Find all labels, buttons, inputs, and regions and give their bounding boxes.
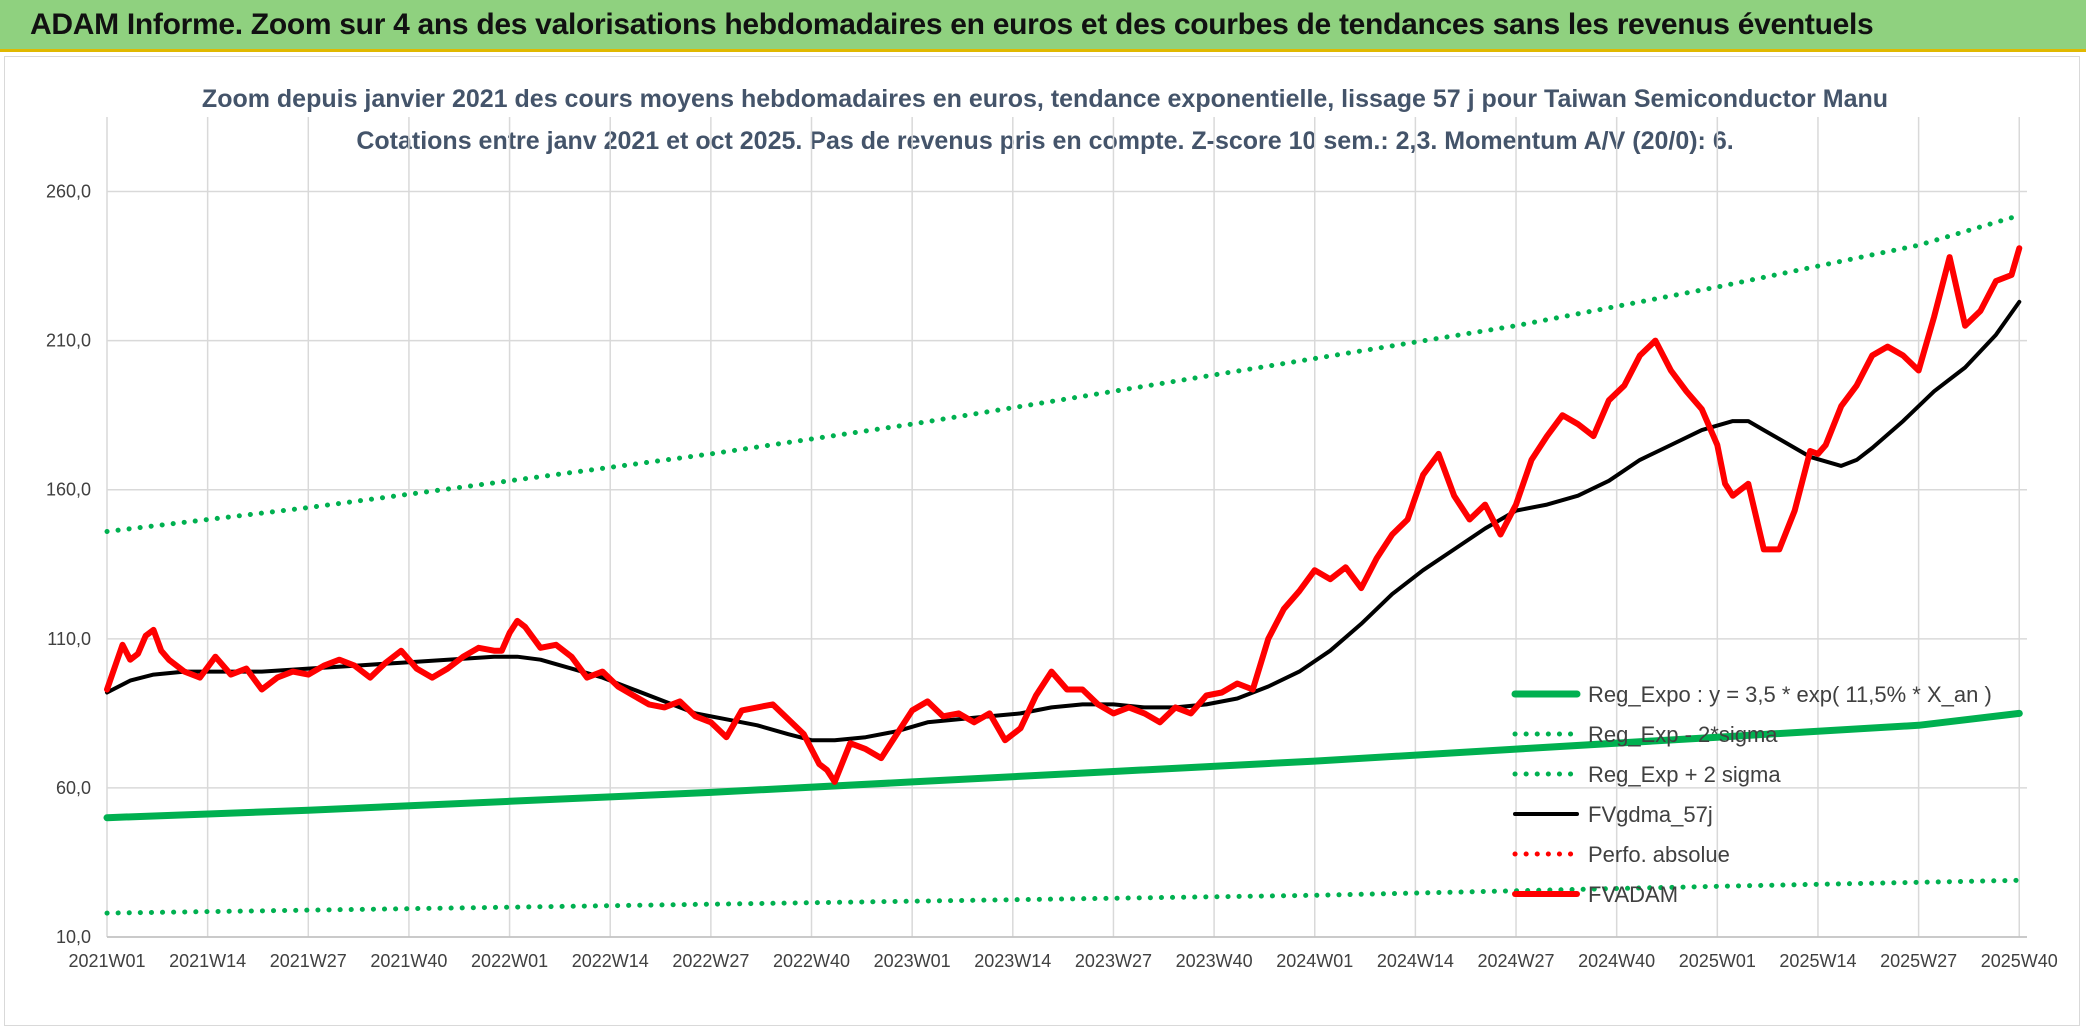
legend-label: Reg_Exp - 2*sigma xyxy=(1588,722,1778,747)
fvgdma-57j-line xyxy=(105,299,2022,743)
x-tick-label: 2021W27 xyxy=(270,951,347,971)
x-tick-label: 2023W01 xyxy=(874,951,951,971)
x-tick-label: 2022W14 xyxy=(572,951,649,971)
y-tick-label: 210,0 xyxy=(46,331,91,351)
y-tick-label: 260,0 xyxy=(46,182,91,202)
y-tick-label: 10,0 xyxy=(56,927,91,947)
reg-expo-line xyxy=(103,709,2023,822)
x-tick-label: 2025W14 xyxy=(1779,951,1856,971)
chart-frame: Zoom depuis janvier 2021 des cours moyen… xyxy=(4,56,2080,1026)
reg-exp-plus-2sigma-line xyxy=(104,212,2022,534)
report-banner: ADAM Informe. Zoom sur 4 ans des valoris… xyxy=(0,0,2086,52)
x-tick-label: 2024W40 xyxy=(1578,951,1655,971)
legend-label: FVgdma_57j xyxy=(1588,802,1713,827)
y-tick-label: 160,0 xyxy=(46,480,91,500)
y-tick-label: 60,0 xyxy=(56,778,91,798)
x-tick-label: 2022W40 xyxy=(773,951,850,971)
x-tick-label: 2022W01 xyxy=(471,951,548,971)
x-tick-label: 2023W40 xyxy=(1176,951,1253,971)
legend-label: Reg_Expo : y = 3,5 * exp( 11,5% * X_an ) xyxy=(1588,682,1992,707)
legend-label: Reg_Exp + 2 sigma xyxy=(1588,762,1781,787)
x-tick-label: 2025W40 xyxy=(1981,951,2058,971)
chart-title: Zoom depuis janvier 2021 des cours moyen… xyxy=(202,85,1888,113)
x-tick-label: 2025W01 xyxy=(1679,951,1756,971)
x-tick-label: 2021W14 xyxy=(169,951,246,971)
legend-label: FVADAM xyxy=(1588,882,1678,907)
x-tick-label: 2024W14 xyxy=(1377,951,1454,971)
x-tick-label: 2025W27 xyxy=(1880,951,1957,971)
fvadam-line xyxy=(104,245,2023,785)
x-tick-label: 2023W27 xyxy=(1075,951,1152,971)
reg-exp-minus-2sigma-line xyxy=(104,877,2022,916)
x-tick-label: 2021W01 xyxy=(68,951,145,971)
x-tick-label: 2022W27 xyxy=(672,951,749,971)
x-tick-label: 2024W01 xyxy=(1276,951,1353,971)
x-tick-label: 2023W14 xyxy=(974,951,1051,971)
y-tick-label: 110,0 xyxy=(47,629,91,649)
x-tick-label: 2021W40 xyxy=(370,951,447,971)
legend-label: Perfo. absolue xyxy=(1588,842,1730,867)
banner-title: ADAM Informe. Zoom sur 4 ans des valoris… xyxy=(30,8,1874,41)
x-tick-label: 2024W27 xyxy=(1478,951,1555,971)
chart-subtitle: Cotations entre janv 2021 et oct 2025. P… xyxy=(356,127,1733,155)
line-chart: Zoom depuis janvier 2021 des cours moyen… xyxy=(46,85,2058,971)
